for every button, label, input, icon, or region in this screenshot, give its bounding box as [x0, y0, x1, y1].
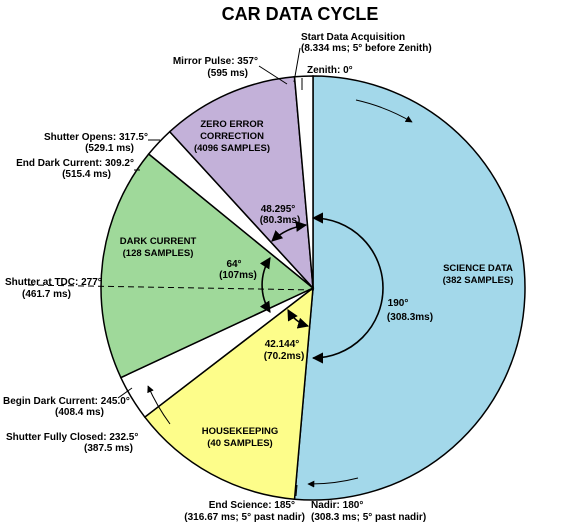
zero-error-label-line-1: ZERO ERROR: [200, 119, 263, 130]
callout-shutter-fully-closed: Shutter Fully Closed: 232.5° (387.5 ms): [6, 432, 138, 454]
science-label-line-2: (382 SAMPLES): [443, 275, 514, 286]
callout-shutter-tdc-line-1: Shutter at TDC: 277°: [5, 277, 102, 288]
science-angle-label: 190°: [388, 298, 409, 309]
housekeeping-label-line-2: (40 SAMPLES): [207, 438, 272, 449]
callout-shutter-fully-closed-line-2: (387.5 ms): [84, 443, 133, 454]
callout-begin-dark-current: Begin Dark Current: 245.0° (408.4 ms): [3, 396, 130, 418]
diagram-title: CAR DATA CYCLE: [222, 4, 379, 24]
sector-science: [293, 75, 526, 501]
science-angle-ms: (308.3ms): [387, 312, 433, 323]
callout-zenith: Zenith: 0°: [307, 65, 353, 76]
callout-begin-dark-current-line-2: (408.4 ms): [55, 407, 104, 418]
leader-lines: [117, 47, 301, 497]
zero-error-label-line-2: CORRECTION: [200, 131, 264, 142]
callout-end-dark-current-line-2: (515.4 ms): [62, 169, 111, 180]
hk-angle-label: 42.144°: [265, 339, 300, 350]
callout-shutter-opens: Shutter Opens: 317.5° (529.1 ms): [44, 132, 148, 154]
callout-end-science-line-1: End Science: 185°: [209, 500, 295, 511]
callout-shutter-opens-line-2: (529.1 ms): [85, 143, 134, 154]
callout-mirror-pulse-line-2: (595 ms): [207, 68, 248, 79]
callout-mirror-pulse-line-1: Mirror Pulse: 357°: [173, 56, 258, 67]
rotation-arrow-top: [355, 99, 413, 123]
callout-start-acquisition: Start Data Acquisition (8.334 ms; 5° bef…: [301, 32, 432, 54]
sector-housekeeping: [143, 286, 314, 501]
callout-start-acquisition-line-2: (8.334 ms; 5° before Zenith): [301, 43, 432, 54]
zero-angle-ms: (80.3ms): [260, 215, 301, 226]
callout-shutter-tdc-line-2: (461.7 ms): [22, 289, 71, 300]
callout-end-science: End Science: 185° (316.67 ms; 5° past na…: [184, 500, 305, 523]
callout-shutter-opens-line-1: Shutter Opens: 317.5°: [44, 132, 148, 143]
dark-current-label: DARK CURRENT (128 SAMPLES): [120, 236, 197, 259]
dark-current-label-line-1: DARK CURRENT: [120, 236, 197, 247]
housekeeping-label-line-1: HOUSEKEEPING: [202, 426, 279, 437]
dark-angle-ms: (107ms): [219, 270, 257, 281]
pie-sectors: [100, 75, 526, 501]
callout-nadir-line-2: (308.3 ms; 5° past nadir): [311, 512, 426, 523]
callout-begin-dark-current-line-1: Begin Dark Current: 245.0°: [3, 396, 130, 407]
science-label: SCIENCE DATA (382 SAMPLES): [443, 263, 514, 286]
callout-end-dark-current: End Dark Current: 309.2° (515.4 ms): [16, 158, 134, 180]
tdc-dashed-line: [27, 284, 316, 291]
callout-shutter-tdc: Shutter at TDC: 277° (461.7 ms): [5, 277, 102, 300]
zero-angle-arc: [271, 220, 308, 242]
zero-error-label: ZERO ERROR CORRECTION (4096 SAMPLES): [194, 119, 270, 154]
science-label-line-1: SCIENCE DATA: [443, 263, 513, 274]
hk-angle-arc: [287, 309, 310, 329]
callout-nadir-line-1: Nadir: 180°: [311, 500, 363, 511]
callout-mirror-pulse: Mirror Pulse: 357° (595 ms): [173, 56, 258, 79]
sector-dark-current: [100, 152, 315, 379]
callout-end-science-line-2: (316.67 ms; 5° past nadir): [184, 512, 305, 523]
science-angle-arc: [311, 212, 384, 364]
callout-end-dark-current-line-1: End Dark Current: 309.2°: [16, 158, 134, 169]
callout-start-acquisition-line-1: Start Data Acquisition: [301, 32, 405, 43]
callout-shutter-fully-closed-line-1: Shutter Fully Closed: 232.5°: [6, 432, 138, 443]
zero-angle-label: 48.295°: [261, 204, 296, 215]
dark-angle-label: 64°: [226, 259, 241, 270]
callout-nadir: Nadir: 180° (308.3 ms; 5° past nadir): [311, 500, 426, 523]
rotation-arrow-bottom: [307, 477, 359, 488]
rotation-arrow-left: [147, 385, 171, 425]
dark-angle-arc: [259, 257, 271, 313]
dark-current-label-line-2: (128 SAMPLES): [123, 248, 194, 259]
zero-error-label-line-3: (4096 SAMPLES): [194, 143, 270, 154]
housekeeping-label: HOUSEKEEPING (40 SAMPLES): [202, 426, 279, 449]
hk-angle-ms: (70.2ms): [264, 351, 305, 362]
